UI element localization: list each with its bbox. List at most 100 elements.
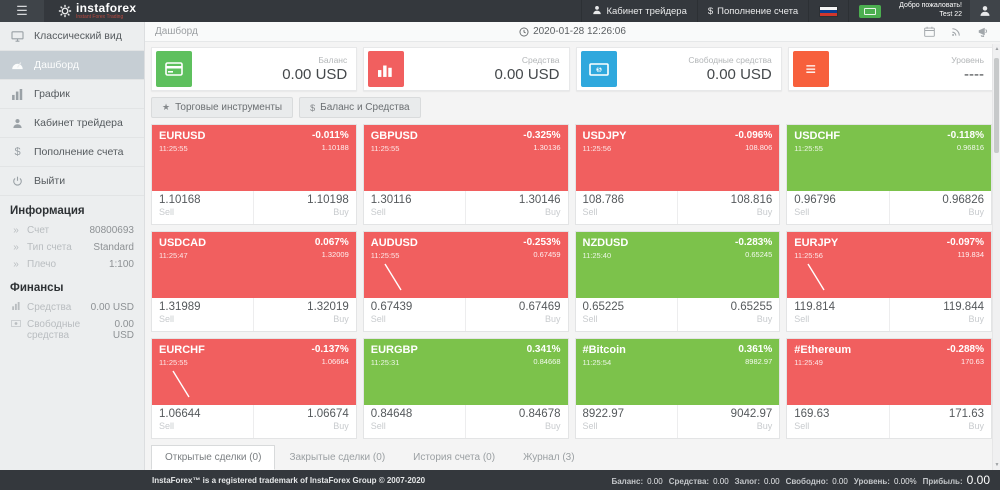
rss-icon[interactable] — [951, 26, 962, 37]
hamburger-icon[interactable]: ☰ — [0, 0, 44, 22]
card-value: 0.00 USD — [494, 66, 560, 83]
calendar-icon[interactable] — [924, 26, 935, 37]
card-label: Свободные средства — [688, 55, 772, 65]
sidebar-item-chart[interactable]: График — [0, 80, 144, 109]
buy-button[interactable]: 1.06674 Buy — [253, 405, 355, 438]
sidebar-item-classic-view[interactable]: Классический вид — [0, 22, 144, 51]
language-flag-button[interactable] — [808, 0, 848, 22]
deposit-button[interactable]: $ Пополнение счета — [696, 0, 808, 22]
instrument-tile-eurchf[interactable]: EURCHF 11:25:55 -0.137% 1.06664 1.06644 … — [151, 338, 357, 439]
payment-button[interactable] — [848, 0, 891, 22]
vertical-scrollbar[interactable]: ▲ ▼ — [992, 44, 1000, 470]
quote-time: 11:25:31 — [370, 358, 400, 367]
stat-balance: 0.00 — [647, 477, 663, 486]
buy-button[interactable]: 0.96826 Buy — [888, 191, 991, 224]
payment-card-icon — [859, 4, 882, 18]
instrument-tile-usdjpy[interactable]: USDJPY 11:25:56 -0.096% 108.806 108.786 … — [574, 124, 781, 225]
list-icon: ≡ — [792, 51, 829, 87]
sidebar: Классический вид Дашборд График Кабинет … — [0, 22, 145, 470]
scroll-up-arrow[interactable]: ▲ — [994, 46, 1000, 52]
breadcrumb: Дашборд — [155, 26, 198, 37]
sell-button[interactable]: 1.06644 Sell — [152, 405, 253, 438]
sell-button[interactable]: 1.31989 Sell — [152, 298, 253, 331]
instrument-tile-nzdusd[interactable]: NZDUSD 11:25:40 -0.283% 0.65245 0.65225 … — [574, 231, 781, 332]
instrument-tile-audusd[interactable]: AUDUSD 11:25:55 -0.253% 0.67459 0.67439 … — [362, 231, 569, 332]
instrument-tile-eurjpy[interactable]: EURJPY 11:25:56 -0.097% 119.834 119.814 … — [786, 231, 992, 332]
instrument-symbol: EURCHF — [159, 344, 205, 356]
instrument-symbol: AUDUSD — [370, 237, 418, 249]
instrument-symbol: EURGBP — [370, 344, 418, 356]
buy-button[interactable]: 1.10198 Buy — [253, 191, 355, 224]
megaphone-icon[interactable] — [978, 26, 990, 37]
change-percent: -0.325% — [523, 130, 561, 141]
sidebar-item-dashboard[interactable]: Дашборд — [0, 51, 144, 80]
quote-time: 11:25:49 — [794, 358, 823, 367]
sell-price: 119.814 — [794, 301, 835, 313]
trader-cabinet-button[interactable]: Кабинет трейдера — [581, 0, 696, 22]
buy-button[interactable]: 1.30146 Buy — [465, 191, 567, 224]
sell-button[interactable]: 1.30116 Sell — [364, 191, 465, 224]
last-price: 1.32009 — [321, 250, 349, 259]
info-section-title: Информация — [10, 205, 85, 217]
sell-button[interactable]: 8922.97 Sell — [576, 405, 677, 438]
tab-account-history[interactable]: История счета (0) — [413, 452, 496, 463]
app-logo[interactable]: instaforex Instant Forex Trading — [58, 0, 136, 22]
buy-button[interactable]: 171.63 Buy — [888, 405, 991, 438]
buy-button[interactable]: 0.65255 Buy — [676, 298, 779, 331]
tab-open-trades[interactable]: Открытые сделки (0) — [151, 445, 276, 470]
instrument-tile-eurusd[interactable]: EURUSD 11:25:55 -0.011% 1.10188 1.10168 … — [151, 124, 357, 225]
sell-button[interactable]: 0.65225 Sell — [576, 298, 677, 331]
banknote-icon: $ — [580, 51, 617, 87]
sidebar-item-deposit[interactable]: $ Пополнение счета — [0, 138, 144, 167]
trading-instruments-button[interactable]: ★ Торговые инструменты — [151, 97, 294, 118]
level-card: ≡ Уровень ---- — [787, 47, 994, 91]
instrument-tile-usdchf[interactable]: USDCHF 11:25:55 -0.118% 0.96816 0.96796 … — [786, 124, 992, 225]
buy-button[interactable]: 119.844 Buy — [888, 298, 991, 331]
last-price: 0.84668 — [533, 357, 561, 366]
logo-tagline: Instant Forex Trading — [76, 14, 124, 20]
change-percent: -0.097% — [946, 237, 984, 248]
tab-journal[interactable]: Журнал (3) — [523, 452, 575, 463]
tab-closed-trades[interactable]: Закрытые сделки (0) — [289, 452, 386, 463]
balance-equity-button[interactable]: $ Баланс и Средства — [299, 97, 421, 118]
sell-button[interactable]: 0.67439 Sell — [364, 298, 465, 331]
summary-cards-row: Баланс 0.00 USD Средства 0.00 USD $ Сво — [145, 42, 1000, 91]
instrument-symbol: EURUSD — [159, 130, 206, 142]
instrument-tile-ethereum[interactable]: #Ethereum 11:25:49 -0.288% 170.63 169.63… — [786, 338, 992, 439]
instrument-tile-eurgbp[interactable]: EURGBP 11:25:31 0.341% 0.84668 0.84648 S… — [362, 338, 569, 439]
change-percent: -0.011% — [312, 130, 349, 141]
scroll-down-arrow[interactable]: ▼ — [994, 462, 1000, 468]
buy-button[interactable]: 1.32019 Buy — [253, 298, 355, 331]
sell-button[interactable]: 1.10168 Sell — [152, 191, 253, 224]
change-percent: -0.253% — [523, 237, 561, 248]
sidebar-item-logout[interactable]: Выйти — [0, 167, 144, 196]
instrument-symbol: USDJPY — [582, 130, 627, 142]
instrument-tile-bitcoin[interactable]: #Bitcoin 11:25:54 0.361% 8982.97 8922.97… — [574, 338, 781, 439]
sparkline — [172, 370, 190, 398]
sparkline — [807, 263, 825, 291]
sell-button[interactable]: 169.63 Sell — [787, 405, 888, 438]
chevron-right-icon: » — [13, 242, 19, 253]
sell-button[interactable]: 108.786 Sell — [576, 191, 677, 224]
instrument-tile-gbpusd[interactable]: GBPUSD 11:25:55 -0.325% 1.30136 1.30116 … — [362, 124, 569, 225]
buy-button[interactable]: 9042.97 Buy — [676, 405, 779, 438]
user-avatar-button[interactable] — [970, 0, 1000, 22]
instrument-symbol: USDCHF — [794, 130, 841, 142]
user-icon — [10, 118, 25, 129]
sell-price: 108.786 — [582, 194, 625, 206]
buy-button[interactable]: 0.84678 Buy — [465, 405, 567, 438]
russia-flag-icon — [819, 5, 839, 17]
sell-button[interactable]: 0.96796 Sell — [787, 191, 888, 224]
sell-button[interactable]: 0.84648 Sell — [364, 405, 465, 438]
instrument-tile-usdcad[interactable]: USDCAD 11:25:47 0.067% 1.32009 1.31989 S… — [151, 231, 357, 332]
quote-time: 11:25:56 — [794, 251, 823, 260]
sidebar-item-trader-cabinet[interactable]: Кабинет трейдера — [0, 109, 144, 138]
buy-price: 1.32019 — [307, 301, 349, 313]
buy-button[interactable]: 0.67469 Buy — [465, 298, 567, 331]
buy-button[interactable]: 108.816 Buy — [676, 191, 779, 224]
sell-button[interactable]: 119.814 Sell — [787, 298, 888, 331]
server-datetime: 2020-01-28 12:26:06 — [145, 26, 1000, 37]
chevron-right-icon: » — [13, 259, 19, 270]
scrollbar-thumb[interactable] — [994, 58, 999, 153]
sell-price: 1.30116 — [370, 194, 412, 206]
